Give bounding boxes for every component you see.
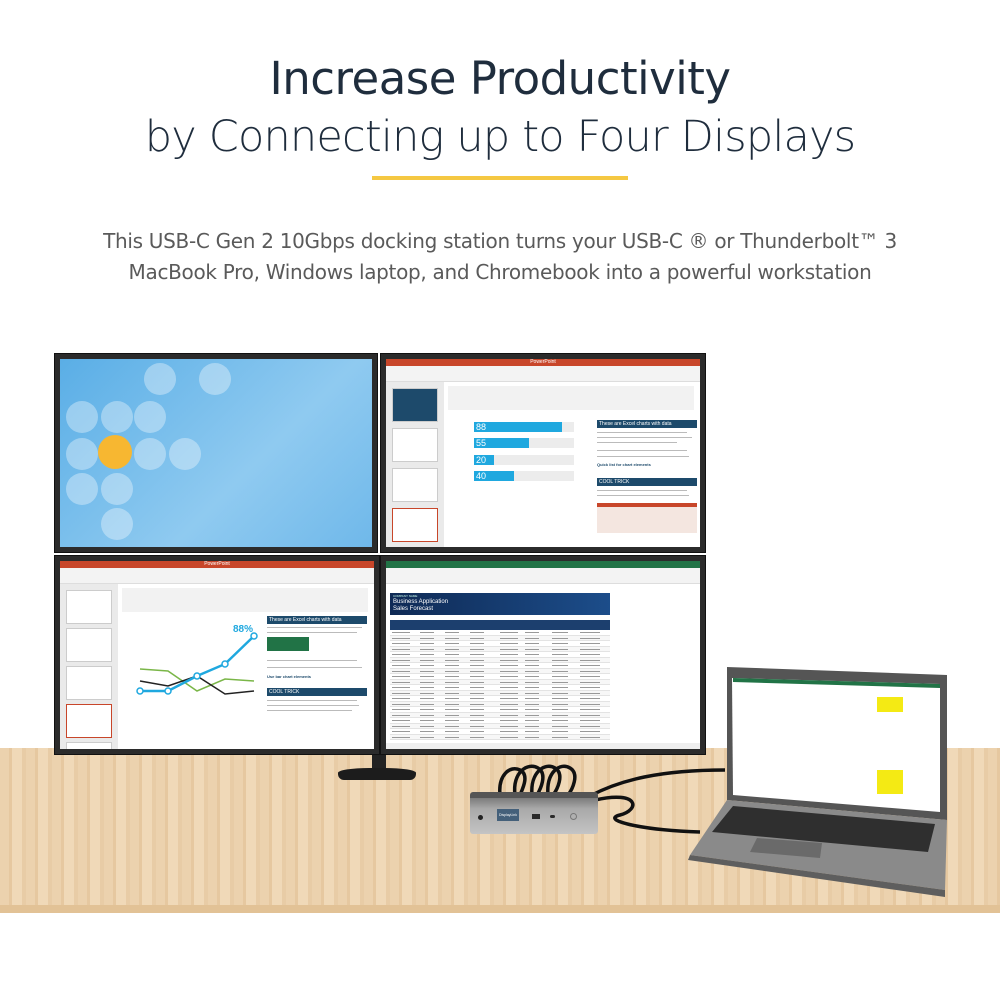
- desk-edge: [0, 905, 1000, 913]
- table-row: [390, 630, 610, 636]
- accent-divider: [372, 176, 628, 180]
- slide-thumbnails: [386, 382, 444, 547]
- desktop-wallpaper: [60, 359, 372, 547]
- table-row: [390, 718, 610, 724]
- table-row: [390, 712, 610, 718]
- spreadsheet-banner: COMPANY NAME Business Application Sales …: [390, 593, 610, 615]
- title-bar: PowerPoint: [386, 359, 700, 366]
- table-row: [390, 657, 610, 663]
- bar: 40: [474, 471, 514, 481]
- sales-table: [390, 620, 610, 740]
- panel-subheading: Quick list for chart elements: [597, 462, 651, 467]
- app-title: PowerPoint: [204, 561, 230, 567]
- slide-thumbnail[interactable]: [66, 590, 112, 624]
- powerpoint-window: PowerPoint 88 55 20 40 These are Excel char…: [386, 359, 700, 547]
- monitor-bottom-right: COMPANY NAME Business Application Sales …: [380, 555, 706, 755]
- table-row: [390, 685, 610, 691]
- table-row: [390, 652, 610, 658]
- panel-title: These are Excel charts with data: [267, 616, 367, 624]
- slide-canvas: 88 55 20 40 These are Excel charts with dat…: [448, 386, 697, 541]
- excel-window: COMPANY NAME Business Application Sales …: [386, 561, 700, 749]
- ribbon: [60, 568, 374, 584]
- slide-canvas: 88% These are Excel charts with data Use…: [122, 588, 368, 743]
- table-row: [390, 679, 610, 685]
- app-title: PowerPoint: [530, 359, 556, 365]
- slide-thumbnail[interactable]: [392, 388, 438, 422]
- slide: 88% These are Excel charts with data Use…: [122, 612, 368, 743]
- table-row: [390, 663, 610, 669]
- chart-callout: 88%: [233, 624, 254, 635]
- slide-thumbnail[interactable]: [66, 628, 112, 662]
- table-row: [390, 641, 610, 647]
- excel-snippet: [267, 637, 309, 651]
- slide-thumbnail[interactable]: [392, 468, 438, 502]
- panel-title: These are Excel charts with data: [597, 420, 697, 428]
- panel-tip-title: COOL TRICK: [267, 688, 367, 696]
- banner-title: Business Application: [393, 599, 449, 605]
- table-row: [390, 723, 610, 729]
- table-row: [390, 729, 610, 735]
- bar-track: [474, 471, 574, 481]
- subtitle-line-2: MacBook Pro, Windows laptop, and Chromeb…: [128, 260, 872, 284]
- headline-secondary: by Connecting up to Four Displays: [144, 112, 856, 162]
- table-row: [390, 674, 610, 680]
- table-row: [390, 690, 610, 696]
- powerpoint-window: PowerPoint 88% These are Excel charts wi…: [60, 561, 374, 749]
- panel-subheading: Use bar chart elements: [267, 674, 312, 679]
- monitor-top-left: [54, 353, 378, 553]
- wallpaper-circles: [66, 363, 231, 540]
- bar: 55: [474, 438, 529, 448]
- bar-track: [474, 455, 574, 465]
- title-bar: [386, 561, 700, 568]
- ribbon: [386, 568, 700, 584]
- slide-thumbnail[interactable]: [66, 704, 112, 738]
- sheet-tabs[interactable]: [386, 743, 700, 749]
- table-row: [390, 696, 610, 702]
- table-header: [390, 620, 610, 630]
- slide: 88 55 20 40 These are Excel charts with dat…: [448, 410, 697, 541]
- audio-jack[interactable]: [478, 815, 483, 820]
- title-bar: PowerPoint: [60, 561, 374, 568]
- slide-thumbnails: [60, 584, 118, 749]
- ribbon-screenshot: [597, 503, 697, 533]
- line-chart: [136, 632, 258, 695]
- panel-tip-title: COOL TRICK: [597, 478, 697, 486]
- docking-station: DisplayLink: [470, 792, 598, 834]
- slide-thumbnail[interactable]: [66, 742, 112, 749]
- bar: 88: [474, 422, 562, 432]
- bar: 20: [474, 455, 494, 465]
- slide-thumbnail[interactable]: [66, 666, 112, 700]
- table-row: [390, 701, 610, 707]
- slide-thumbnail[interactable]: [392, 508, 438, 542]
- subtitle-line-1: This USB-C Gen 2 10Gbps docking station …: [103, 229, 897, 253]
- monitor-stand-base: [338, 768, 416, 780]
- usb-a-port[interactable]: [532, 814, 540, 819]
- table-row: [390, 646, 610, 652]
- table-row: [390, 734, 610, 740]
- series-line-green: [139, 668, 255, 692]
- banner-company: COMPANY NAME: [393, 594, 418, 598]
- table-row: [390, 707, 610, 713]
- table-row: [390, 668, 610, 674]
- monitor-bottom-left: PowerPoint 88% These are Excel charts wi…: [54, 555, 380, 755]
- dock-brand-logo: DisplayLink: [497, 809, 519, 821]
- usb-c-port[interactable]: [550, 815, 555, 818]
- table-row: [390, 635, 610, 641]
- monitor-top-right: PowerPoint 88 55 20 40 These are Excel char…: [380, 353, 706, 553]
- power-button[interactable]: [570, 813, 577, 820]
- banner-subtitle: Sales Forecast: [393, 606, 434, 612]
- headline: Increase Productivity: [269, 52, 731, 105]
- slide-thumbnail[interactable]: [392, 428, 438, 462]
- ribbon: [386, 366, 700, 382]
